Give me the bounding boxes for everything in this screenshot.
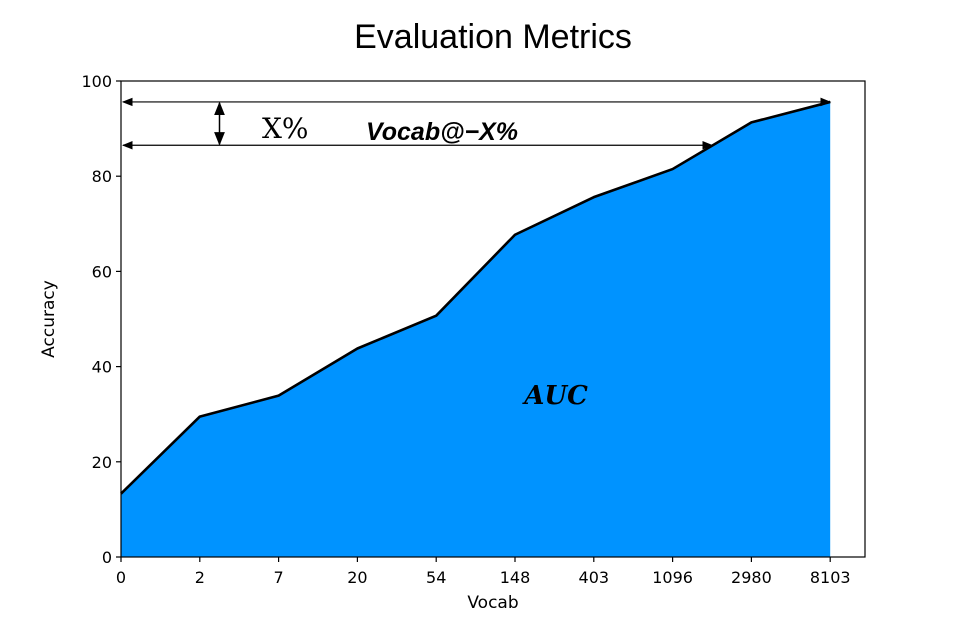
x-tick-label: 8103 (810, 568, 851, 587)
x-tick-label: 148 (500, 568, 531, 587)
vocab-at-label: Vocab@−X% (366, 118, 518, 146)
x-percent-label: X% (262, 112, 309, 145)
auc-label: AUC (521, 381, 588, 411)
y-tick-label: 40 (92, 358, 112, 377)
x-tick-label: 0 (116, 568, 126, 587)
y-tick-label: 80 (92, 167, 112, 186)
y-tick-label: 60 (92, 262, 112, 281)
annotation-layer (121, 97, 832, 150)
plot-frame (120, 80, 866, 558)
x-tick-label: 2980 (731, 568, 772, 587)
x-axis-label: Vocab (467, 593, 518, 613)
y-tick-label: 100 (81, 72, 112, 91)
x-tick-label: 2 (195, 568, 205, 587)
y-axis-label: Accuracy (39, 280, 59, 358)
x-tick-label: 1096 (652, 568, 693, 587)
area-fill (121, 101, 831, 557)
chart-title: Evaluation Metrics (354, 18, 632, 56)
x-tick-label: 7 (274, 568, 284, 587)
x-tick-label: 54 (426, 568, 446, 587)
x-tick-label: 403 (579, 568, 610, 587)
y-tick-label: 0 (102, 548, 112, 567)
x-axis: 0 2 7 20 54 148 403 1096 2980 8103 (116, 557, 851, 587)
y-tick-label: 20 (92, 453, 112, 472)
y-axis: 0 20 40 60 80 100 (81, 72, 121, 567)
x-tick-label: 20 (347, 568, 367, 587)
area-layer (120, 100, 831, 557)
